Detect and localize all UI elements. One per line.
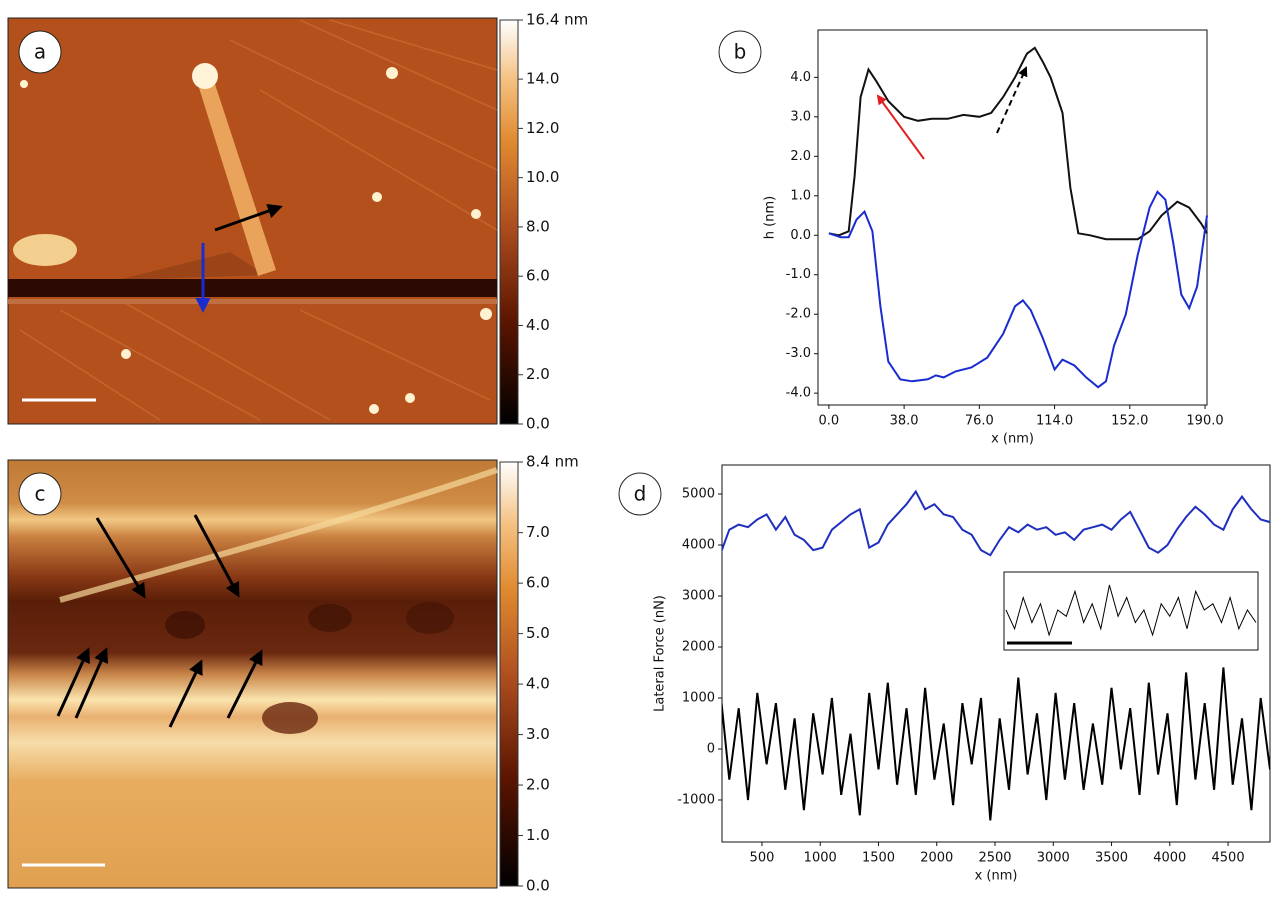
panel-label: b	[734, 40, 747, 64]
colorbar-tick-label: 10.0	[526, 168, 559, 186]
x-axis-label: x (nm)	[991, 432, 1034, 447]
x-tick-label: 2500	[978, 851, 1011, 866]
x-tick-label: 114.0	[1036, 414, 1073, 429]
x-tick-label: 152.0	[1111, 414, 1148, 429]
panel-label: c	[35, 482, 46, 506]
colorbar-tick-label: 8.0	[526, 217, 550, 235]
afm-image-c	[7, 459, 519, 889]
x-tick-label: 190.0	[1186, 414, 1223, 429]
colorbar-tick-label: 5.0	[526, 624, 550, 642]
y-tick-label: 3000	[682, 589, 715, 604]
x-tick-label: 76.0	[965, 414, 994, 429]
annotation-arrow	[996, 66, 1028, 134]
data-line	[828, 190, 1208, 389]
x-axis-label: x (nm)	[975, 869, 1018, 884]
y-tick-label: -1.0	[786, 267, 811, 282]
x-tick-label: 3000	[1037, 851, 1070, 866]
colorbar-tick-label: 16.4 nm	[526, 11, 588, 29]
y-tick-label: 1000	[682, 690, 715, 705]
colorbar-tick-label: 2.0	[526, 776, 550, 794]
x-tick-label: 0.0	[819, 414, 840, 429]
panel-label: d	[634, 482, 647, 506]
y-tick-label: -3.0	[786, 346, 811, 361]
y-tick-label: 1.0	[790, 188, 811, 203]
colorbar-tick-label: 4.0	[526, 316, 550, 334]
colorbar-tick-label: 2.0	[526, 365, 550, 383]
y-tick-label: 2.0	[790, 149, 811, 164]
colorbar-tick-label: 6.0	[526, 267, 550, 285]
y-tick-label: 2000	[682, 639, 715, 654]
panel-badge	[18, 472, 62, 516]
y-tick-label: -2.0	[786, 307, 811, 322]
colorbar-tick-label: 4.0	[526, 675, 550, 693]
x-tick-label: 38.0	[890, 414, 919, 429]
y-axis-label: h (nm)	[763, 196, 778, 239]
x-tick-label: 4000	[1153, 851, 1186, 866]
data-line	[722, 667, 1270, 821]
y-axis-label: Lateral Force (nN)	[653, 595, 668, 712]
colorbar-tick-label: 8.4 nm	[526, 453, 579, 471]
colorbar-tick-label: 14.0	[526, 70, 559, 88]
x-tick-label: 4500	[1212, 851, 1245, 866]
annotation-arrow	[876, 94, 925, 160]
x-tick-label: 2000	[920, 851, 953, 866]
data-line	[828, 46, 1208, 241]
x-tick-label: 1000	[804, 851, 837, 866]
data-line	[722, 489, 1270, 557]
x-tick-label: 3500	[1095, 851, 1128, 866]
colorbar-tick-label: 0.0	[526, 415, 550, 433]
y-tick-label: 0.0	[790, 228, 811, 243]
colorbar-tick-label: 7.0	[526, 523, 550, 541]
y-tick-label: -1000	[677, 792, 715, 807]
y-tick-label: 5000	[682, 487, 715, 502]
y-tick-label: 0	[707, 741, 715, 756]
colorbar-tick-label: 6.0	[526, 574, 550, 592]
colorbar-tick-label: 12.0	[526, 119, 559, 137]
y-tick-label: 3.0	[790, 109, 811, 124]
x-tick-label: 500	[750, 851, 775, 866]
y-tick-label: 4000	[682, 538, 715, 553]
afm-image-a	[7, 17, 519, 425]
colorbar-tick-label: 3.0	[526, 725, 550, 743]
x-tick-label: 1500	[862, 851, 895, 866]
panel-badge	[18, 30, 62, 74]
colorbar-tick-label: 0.0	[526, 877, 550, 895]
y-tick-label: -4.0	[786, 386, 811, 401]
panel-badge	[718, 30, 762, 74]
plot-frame	[817, 29, 1208, 406]
inset-line	[1005, 584, 1257, 637]
y-tick-label: 4.0	[790, 70, 811, 85]
plot-frame	[721, 464, 1271, 843]
colorbar-tick-label: 1.0	[526, 826, 550, 844]
panel-label: a	[34, 40, 46, 64]
panel-badge	[618, 472, 662, 516]
